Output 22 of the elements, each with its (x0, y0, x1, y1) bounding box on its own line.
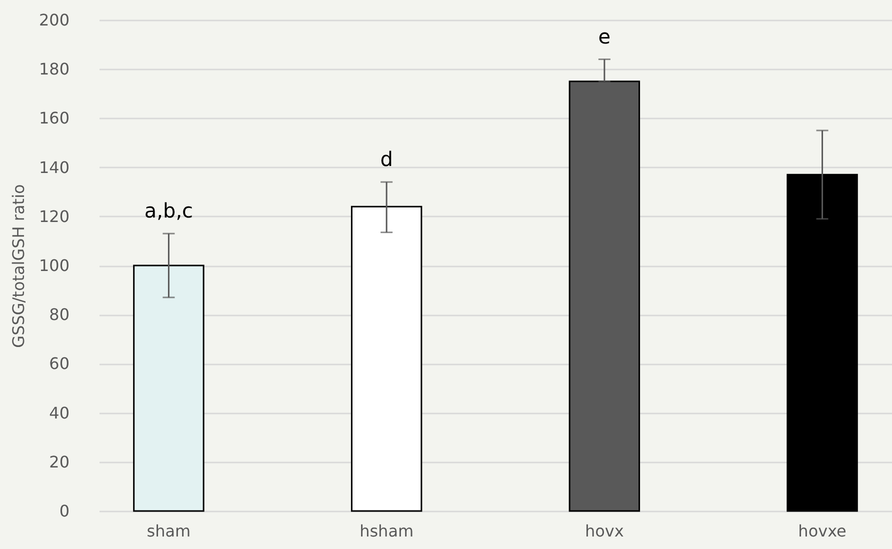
y-tick-label: 120 (38, 206, 70, 226)
x-tick-label: hovxe (798, 522, 846, 540)
y-tick-label: 40 (49, 403, 70, 422)
y-tick-label: 80 (49, 305, 70, 324)
x-tick-label: hsham (360, 522, 414, 540)
x-tick-label: hovx (584, 522, 624, 540)
y-tick-label: 180 (38, 60, 70, 79)
y-tick-label: 100 (38, 256, 70, 275)
x-tick-label: sham (146, 522, 191, 540)
y-tick-label: 140 (38, 158, 70, 177)
y-tick-label: 200 (38, 10, 70, 30)
annotation: d (380, 147, 393, 172)
y-tick-label: 20 (49, 452, 70, 472)
y-axis-title: GSSG/totalGSH ratio (8, 184, 28, 348)
bar (786, 174, 858, 512)
annotation: e (598, 24, 611, 48)
y-tick-label: 160 (38, 108, 70, 128)
y-tick-label: 0 (59, 502, 70, 520)
annotation: a,b,c (144, 198, 194, 223)
y-tick-label: 60 (49, 354, 70, 374)
bar (133, 264, 204, 512)
bar (350, 206, 422, 512)
